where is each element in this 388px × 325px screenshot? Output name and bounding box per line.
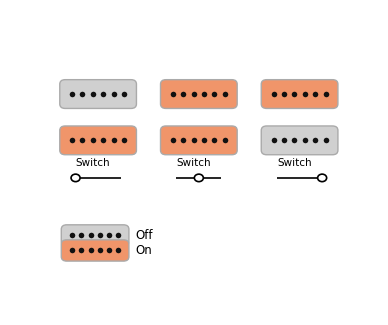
Circle shape: [318, 174, 327, 182]
FancyBboxPatch shape: [161, 126, 237, 155]
FancyBboxPatch shape: [61, 225, 129, 246]
Text: Off: Off: [136, 229, 153, 242]
Text: On: On: [136, 244, 152, 257]
FancyBboxPatch shape: [61, 240, 129, 261]
Text: Switch: Switch: [76, 158, 110, 168]
FancyBboxPatch shape: [60, 80, 137, 109]
Circle shape: [71, 174, 80, 182]
FancyBboxPatch shape: [60, 126, 137, 155]
Text: Switch: Switch: [277, 158, 312, 168]
FancyBboxPatch shape: [261, 126, 338, 155]
FancyBboxPatch shape: [261, 80, 338, 109]
Text: Switch: Switch: [176, 158, 211, 168]
FancyBboxPatch shape: [161, 80, 237, 109]
Circle shape: [194, 174, 203, 182]
